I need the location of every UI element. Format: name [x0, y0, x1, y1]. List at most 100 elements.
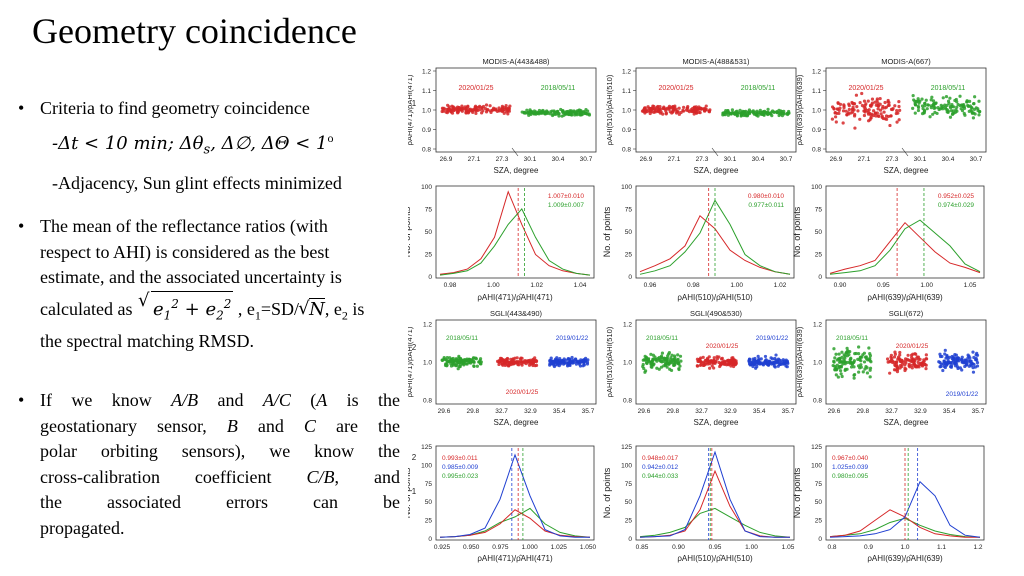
data-point — [856, 109, 860, 113]
data-point — [557, 111, 561, 116]
hist-line — [439, 190, 591, 276]
data-point — [862, 113, 867, 118]
data-point — [557, 114, 561, 118]
data-point — [733, 362, 738, 366]
data-point — [833, 356, 837, 360]
data-point — [833, 111, 837, 115]
data-point — [584, 358, 588, 362]
x-tick-label: 35.4 — [753, 408, 766, 415]
data-point — [975, 361, 980, 365]
data-point — [889, 114, 893, 118]
data-point — [969, 364, 973, 368]
data-point — [445, 111, 449, 115]
y-axis-label: No. of points — [602, 206, 612, 257]
data-point — [445, 356, 449, 360]
x-axis-label: SZA, degree — [694, 418, 739, 427]
y-tick-label: 100 — [811, 462, 822, 469]
y-tick-label: 1.0 — [812, 108, 821, 115]
date-label: 2018/05/11 — [646, 335, 678, 342]
data-point — [584, 108, 588, 112]
bullet-criteria: • Criteria to find geometry coincidence — [18, 96, 400, 122]
data-point — [841, 109, 846, 113]
y-axis-label: ρAHI(471)/ρ̂AHI(471) — [408, 326, 414, 397]
data-point — [471, 359, 476, 364]
x-axis-label: SZA, degree — [494, 418, 539, 427]
x-tick-label: 26.9 — [830, 156, 843, 163]
data-point — [673, 362, 677, 366]
data-point — [883, 117, 887, 121]
criteria-math-s: s — [203, 142, 211, 158]
y-axis-label: ρAHI(471)/ρ̂AHI(471) — [408, 74, 414, 145]
data-point — [644, 361, 649, 365]
data-point — [903, 363, 907, 367]
data-point — [862, 109, 866, 113]
data-point — [898, 366, 902, 370]
data-point — [662, 356, 666, 360]
data-point — [493, 108, 498, 112]
data-point — [923, 101, 927, 106]
data-point — [573, 357, 578, 361]
data-point — [657, 357, 661, 361]
data-point — [846, 349, 850, 353]
data-point — [509, 357, 513, 361]
y-tick-label: 1.2 — [623, 322, 632, 329]
y-tick-label: 75 — [425, 207, 433, 214]
hist-frame — [635, 445, 795, 541]
y-tick-label: 50 — [425, 499, 433, 506]
axis-break — [711, 147, 719, 157]
data-point — [697, 358, 702, 362]
x-tick-label: 1.0 — [900, 544, 909, 551]
data-point — [488, 104, 492, 108]
data-point — [913, 102, 917, 106]
x-tick-label: 1.04 — [574, 282, 587, 289]
data-point — [536, 110, 541, 114]
data-point — [670, 105, 674, 110]
data-point — [761, 362, 765, 366]
bullet-mean: • The mean of the reflectance ratios (wi… — [18, 214, 400, 354]
data-point — [708, 366, 712, 370]
data-point — [466, 105, 470, 109]
data-point — [939, 364, 943, 369]
data-point — [474, 111, 478, 115]
x-tick-label: 29.6 — [828, 408, 841, 415]
data-point — [742, 110, 746, 114]
y-axis-label: ρAHI(510)/ρ̂AHI(510) — [605, 74, 614, 145]
data-point — [970, 109, 974, 114]
data-point — [660, 360, 664, 364]
data-point — [468, 360, 472, 364]
data-point — [694, 111, 699, 115]
date-label: 2020/01/25 — [458, 85, 493, 92]
mean-line-3: estimate, and the associated uncertainty… — [40, 267, 342, 288]
y-tick-label: 75 — [425, 481, 433, 488]
x-tick-label: 1.05 — [782, 544, 795, 551]
x-tick-label: 0.975 — [492, 544, 509, 551]
data-point — [911, 352, 915, 356]
data-point — [883, 100, 887, 105]
data-point — [774, 353, 778, 357]
y-tick-label: 1.1 — [622, 88, 631, 95]
data-point — [860, 91, 864, 96]
data-point — [566, 356, 570, 361]
y-tick-label: 1.0 — [623, 360, 632, 367]
data-point — [911, 94, 915, 98]
data-point — [564, 361, 568, 365]
data-point — [552, 109, 556, 113]
y-tick-label: 0.9 — [622, 127, 631, 134]
scatter-title: MODIS-A(443&488) — [482, 57, 550, 66]
x-tick-label: 30.4 — [942, 156, 955, 163]
data-point — [852, 114, 857, 118]
stat-label: 0.952±0.025 — [938, 193, 974, 200]
data-point — [502, 111, 506, 115]
data-point — [954, 108, 958, 112]
data-point — [903, 366, 907, 370]
y-axis-label: No. of points — [408, 467, 412, 518]
stat-label: 0.948±0.017 — [642, 455, 678, 462]
data-point — [643, 354, 647, 358]
x-tick-label: 0.9 — [864, 544, 873, 551]
data-point — [912, 361, 916, 365]
data-point — [507, 106, 511, 110]
data-point — [830, 117, 835, 121]
data-point — [650, 362, 654, 366]
y-tick-label: 0 — [818, 536, 822, 543]
x-tick-label: 0.925 — [434, 544, 451, 551]
